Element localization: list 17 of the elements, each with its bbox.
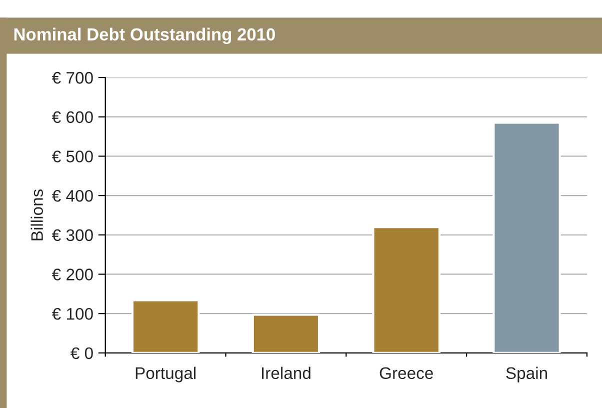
x-tick-label: Spain	[506, 366, 547, 382]
y-tick-label: € 200	[52, 268, 93, 280]
bar	[492, 122, 561, 353]
y-tick-label: € 100	[52, 308, 93, 320]
bar	[252, 314, 320, 353]
bar	[131, 299, 200, 353]
y-tick-label: € 600	[52, 111, 93, 124]
y-tick-label: € 300	[52, 229, 93, 242]
chart-title: Nominal Debt Outstanding 2010	[14, 28, 275, 44]
y-tick-label: € 400	[52, 190, 93, 202]
y-axis-title: Billions	[30, 189, 43, 240]
y-tick-label: € 0	[70, 347, 93, 360]
x-tick-label: Greece	[380, 367, 433, 380]
y-tick-label: € 500	[52, 150, 93, 162]
x-tick-label: Portugal	[136, 366, 196, 382]
x-tick-label: Ireland	[262, 366, 310, 380]
y-tick-label: € 700	[52, 72, 93, 84]
